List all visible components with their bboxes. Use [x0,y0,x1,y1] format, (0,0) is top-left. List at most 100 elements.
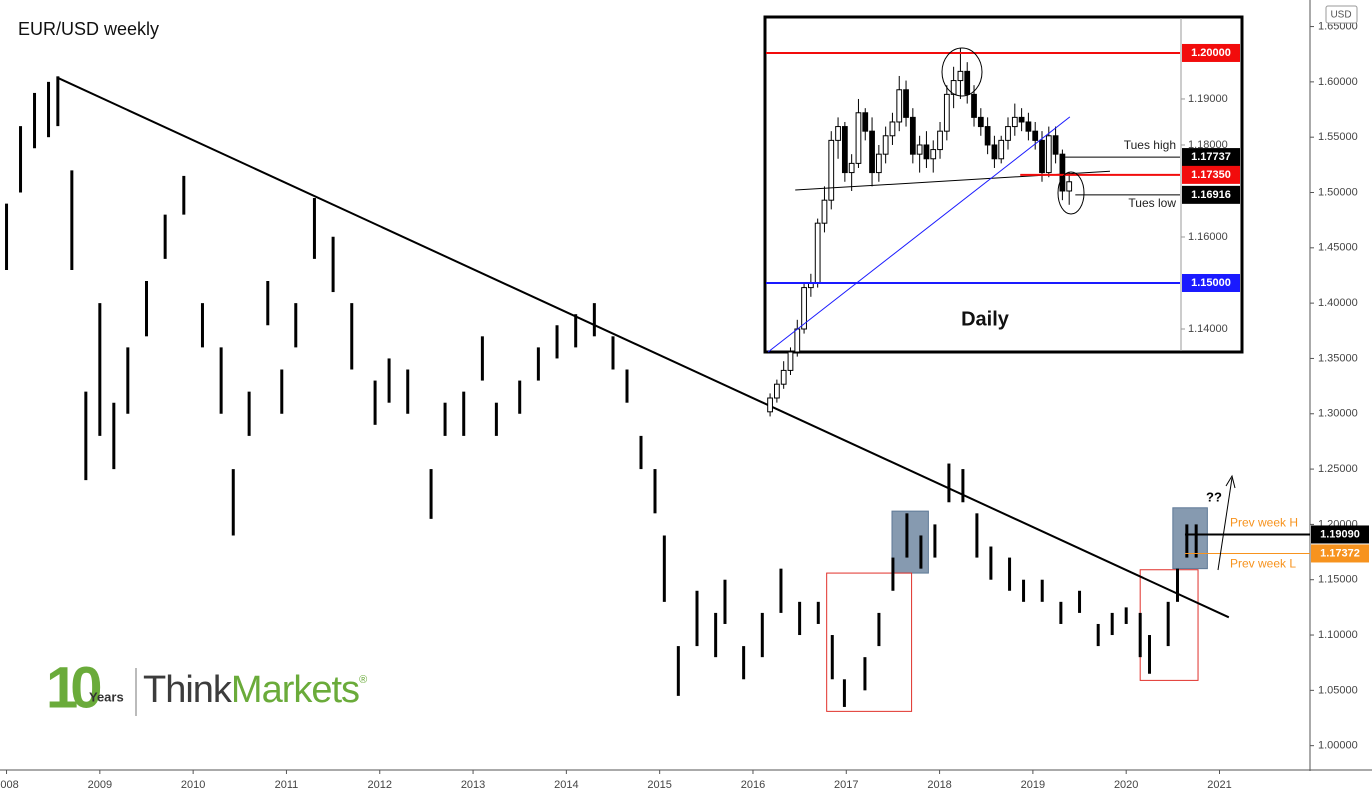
zone [826,572,913,712]
x-tick-label: 2020 [1114,779,1138,791]
candle-body [794,328,801,353]
level-label-bg [1182,43,1240,62]
candle-body [991,144,998,160]
level-label: 1.17372 [1320,547,1360,559]
level-label-bg [1182,148,1240,167]
candle-body [780,369,787,385]
candle-body [903,89,909,118]
level-label-bg [1182,273,1240,292]
y-tick-label: 1.00000 [1318,740,1358,752]
candle-body [889,121,896,137]
level-name: Tues high [1124,138,1176,152]
x-tick-label: 2012 [368,779,392,791]
trendline [56,76,1230,619]
y-tick-label: 1.16000 [1188,231,1228,243]
arrow-head [1225,474,1236,489]
logo-think: Think [143,669,233,711]
x-tick-label: 2018 [927,779,951,791]
level-label-bg [1311,525,1369,544]
candle-body [828,139,835,201]
candle-body [848,162,855,174]
x-tick-label: 2014 [554,779,578,791]
candle-body [869,130,875,174]
candle-body [882,135,889,155]
x-tick-label: 2016 [741,779,765,791]
candle-body [855,112,862,164]
x-tick-label: 2017 [834,779,858,791]
candle-body [930,149,937,160]
logo: 10 Years ThinkMarkets® [46,655,368,720]
level-label-bg [1182,165,1240,184]
y-tick-label: 1.19000 [1188,93,1228,105]
x-tick-label: 2021 [1207,779,1231,791]
candle-body [1045,135,1052,174]
candle-body [896,89,903,123]
level-name: Prev week H [1230,516,1298,530]
x-tick-label: 2009 [88,779,112,791]
level-label-bg [1311,544,1369,563]
level-label: 1.19090 [1320,528,1360,540]
candle-body [937,130,943,151]
candle-body [998,139,1005,160]
candle-body [1066,181,1073,192]
candle-body [821,199,828,224]
candle-body [801,287,807,330]
y-tick-label: 1.50000 [1318,186,1358,198]
level-label: 1.20000 [1191,47,1231,59]
candle-body [909,116,916,155]
logo-mark: ® [359,674,367,686]
level-label-bg [1182,185,1240,204]
candle-body [1039,139,1045,174]
x-tick-label: 2010 [181,779,205,791]
y-tick-label: 1.15000 [1318,574,1358,586]
candle-body [787,351,794,371]
inset-chart: 1.14000 1.16000 1.18000 1.19000 1.20000 Tues … [763,15,1244,417]
level-label: 1.16916 [1191,189,1231,201]
x-tick-label: 2013 [461,779,485,791]
x-tick-label: 2008 [0,779,19,791]
candle-body [862,112,869,132]
y-tick-label: 1.18000 [1188,139,1228,151]
logo-number: 10 [46,655,100,720]
note: ?? [1206,489,1222,504]
candle-body [1005,126,1011,141]
logo-name: ThinkMarkets® [143,669,367,711]
level-name: Tues low [1128,196,1176,210]
candle-body [1059,153,1066,192]
zone [1172,507,1208,570]
candle-body [835,126,841,141]
candle-body [1032,130,1039,141]
level-name: Prev week L [1230,557,1296,571]
y-tick-label: 1.60000 [1318,76,1358,88]
candle-body [1025,121,1032,132]
candle-body [814,222,821,284]
y-tick-label: 1.05000 [1318,684,1358,696]
currency-badge [1325,5,1358,24]
main-plot: 1.00000 1.05000 1.10000 1.15000 1.20000 1.250… [0,5,1369,791]
inset-frame [763,15,1244,354]
y-tick-label: 1.55000 [1318,131,1358,143]
zone [891,510,929,574]
inset-title: Daily [961,308,1010,330]
candle-body [943,93,950,132]
x-tick-label: 2011 [275,779,299,791]
candle-body [923,144,930,160]
x-tick-label: 2019 [1021,779,1045,791]
candle-body [875,153,882,174]
candle-body [1052,135,1059,155]
y-tick-label: 1.10000 [1318,629,1358,641]
candle-body [984,126,991,146]
arrow-shaft [1217,477,1233,571]
y-tick-label: 1.35000 [1318,352,1358,364]
candle-body [964,70,971,95]
level-label: 1.17737 [1191,151,1231,163]
candle-body [841,126,848,174]
y-tick-label: 1.30000 [1318,408,1358,420]
candle-body [971,93,977,118]
level-label: 1.15000 [1191,277,1231,289]
chart-title: EUR/USD weekly [18,19,159,39]
circle-highlight [1057,171,1085,215]
candle-body [767,397,773,413]
currency: USD [1330,10,1351,21]
